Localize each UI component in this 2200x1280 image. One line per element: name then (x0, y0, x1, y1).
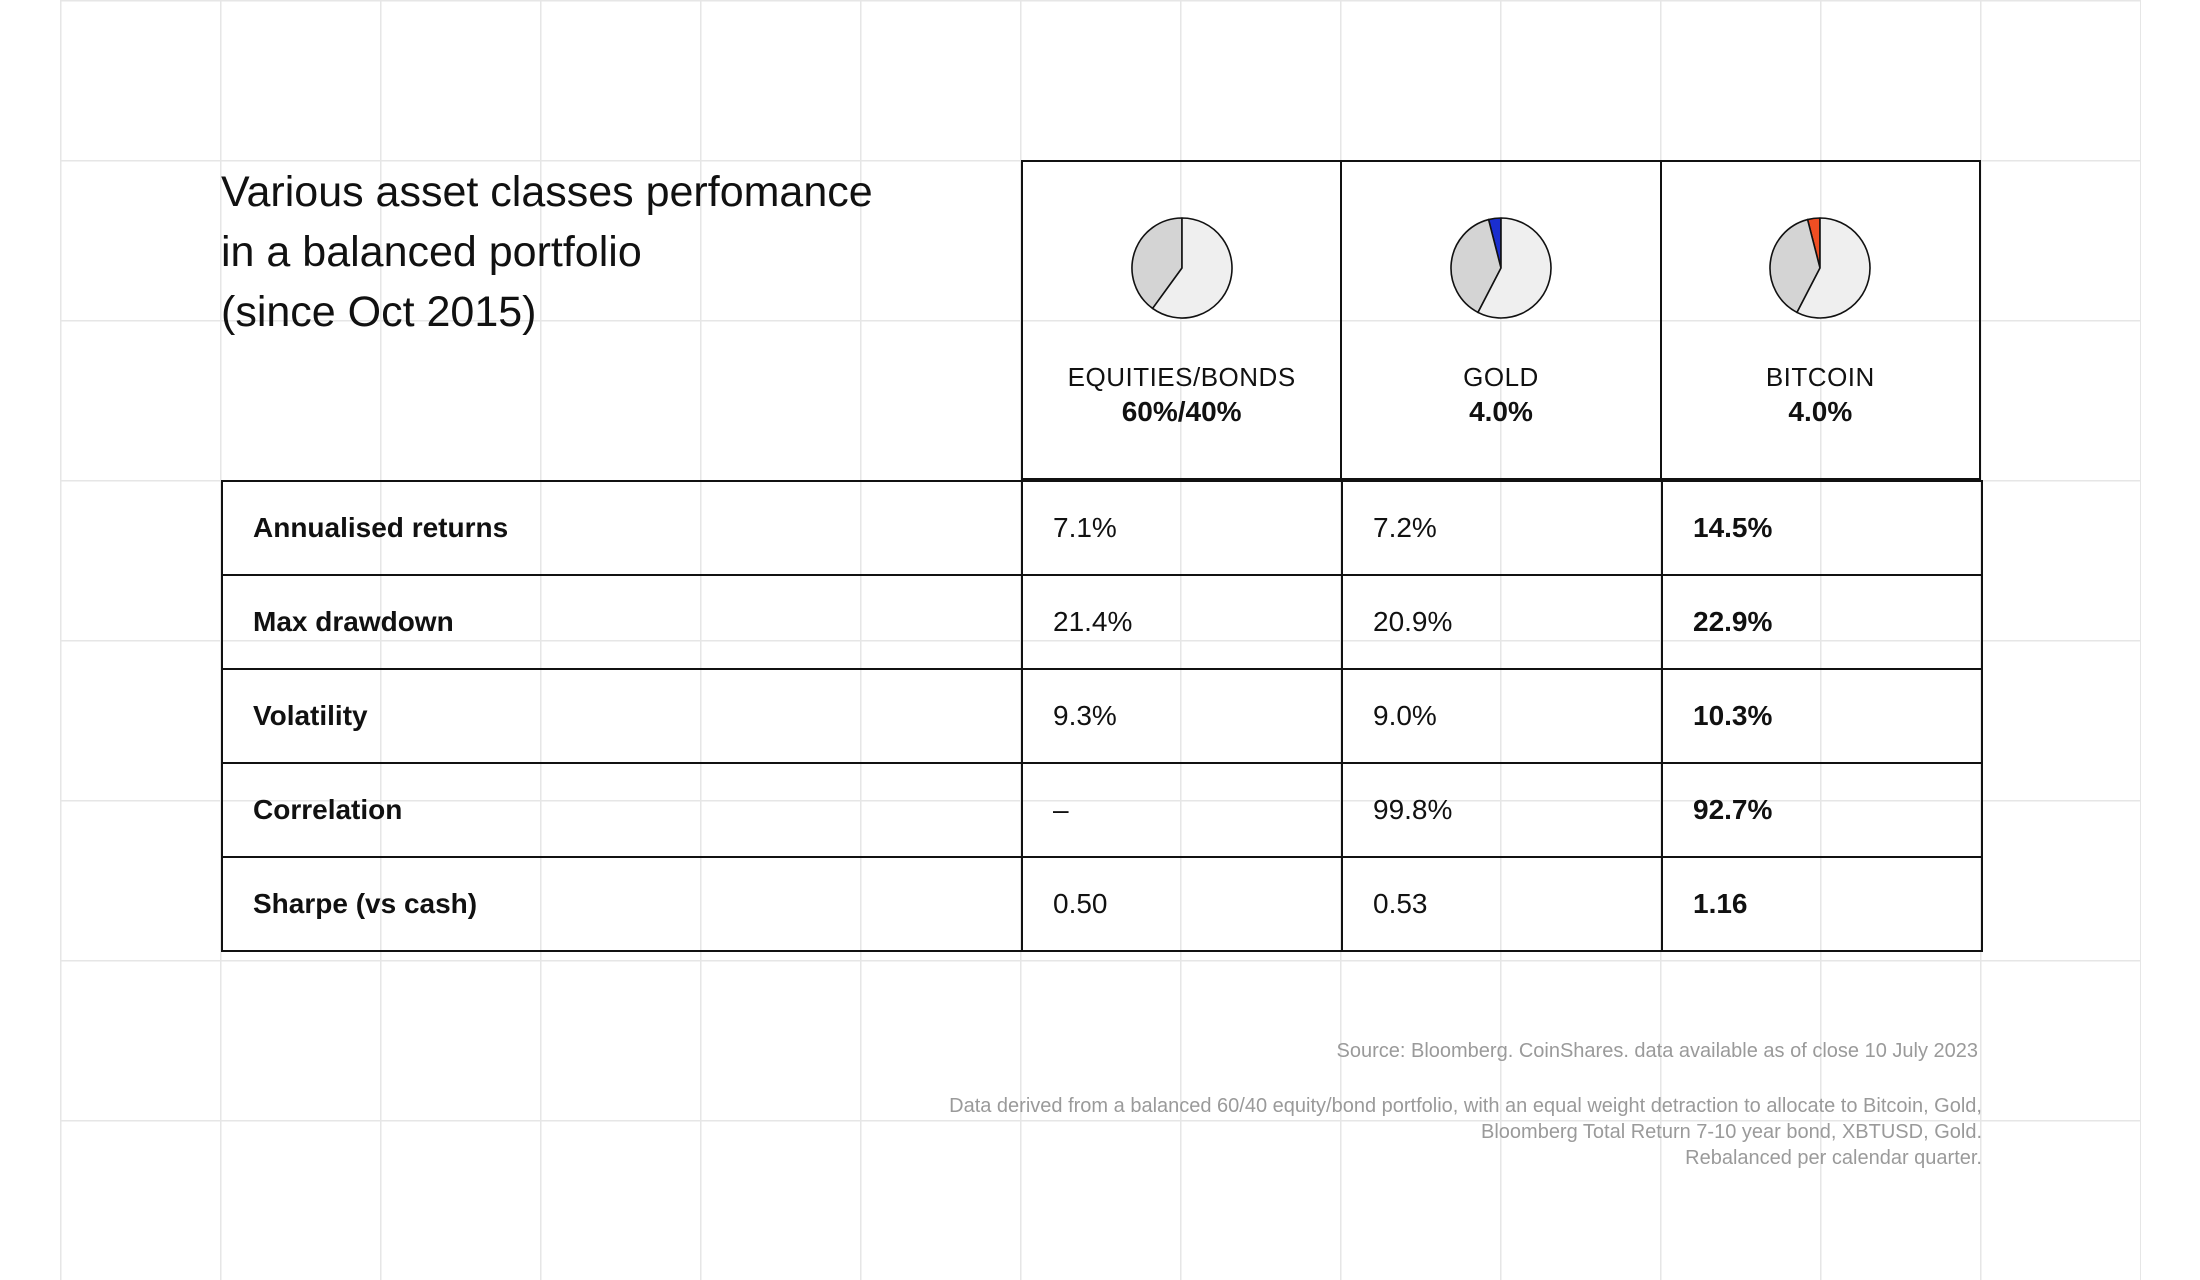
table-cell: 99.8% (1341, 762, 1663, 858)
title-line-2: in a balanced portfolio (221, 228, 642, 276)
column-name: BITCOIN (1765, 362, 1875, 392)
table-cell: 7.1% (1021, 480, 1343, 576)
table-cell: 22.9% (1661, 574, 1983, 670)
column-name: EQUITIES/BONDS (1067, 362, 1296, 392)
column-weight: 60%/40% (1121, 396, 1242, 427)
pie-slice-equities (1151, 217, 1233, 319)
table-row: Volatility 9.3% 9.0% 10.3% (221, 668, 1983, 764)
column-weight: 4.0% (1469, 396, 1533, 427)
row-label: Volatility (221, 668, 1023, 764)
table-cell: 14.5% (1661, 480, 1983, 576)
pie-chart (1130, 217, 1233, 319)
pie-slice-equities (1796, 217, 1872, 319)
methodology-note: Data derived from a balanced 60/40 equit… (949, 1093, 1982, 1171)
note-line-1: Data derived from a balanced 60/40 equit… (949, 1095, 1982, 1117)
row-label: Sharpe (vs cash) (221, 856, 1023, 952)
column-weight: 4.0% (1788, 396, 1853, 427)
column-header-bitcoin: BITCOIN 4.0% (1659, 162, 1979, 478)
table-cell: 9.0% (1341, 668, 1663, 764)
pie-slice-bonds (1130, 217, 1183, 310)
column-header-gold: GOLD 4.0% (1340, 162, 1659, 478)
column-header-box: EQUITIES/BONDS 60%/40% GOLD 4.0% BITCOIN… (1021, 160, 1981, 480)
pie-slice-equities (1477, 217, 1552, 319)
table-cell: 0.53 (1341, 856, 1663, 952)
column-name: GOLD (1463, 362, 1539, 392)
title-line-1: Various asset classes perfomance (221, 168, 873, 216)
row-label: Annualised returns (221, 480, 1023, 576)
table-cell: 1.16 (1661, 856, 1983, 952)
table-cell: 7.2% (1341, 480, 1663, 576)
table-cell: – (1021, 762, 1343, 858)
pie-chart (1769, 217, 1872, 319)
metrics-table: Annualised returns 7.1% 7.2% 14.5% Max d… (221, 480, 1983, 952)
chart-title: Various asset classes perfomance in a ba… (221, 162, 981, 342)
table-row: Sharpe (vs cash) 0.50 0.53 1.16 (221, 856, 1983, 952)
note-line-3: Rebalanced per calendar quarter. (1685, 1147, 1982, 1169)
pie-equities-bonds (1130, 216, 1234, 320)
source-note: Source: Bloomberg. CoinShares. data avai… (1336, 1040, 1979, 1062)
table-cell: 20.9% (1341, 574, 1663, 670)
table-cell: 0.50 (1021, 856, 1343, 952)
table-cell: 9.3% (1021, 668, 1343, 764)
title-line-3: (since Oct 2015) (221, 288, 537, 336)
pie-gold (1449, 216, 1553, 320)
pie-bitcoin (1768, 216, 1872, 320)
pie-slice-bonds (1769, 218, 1822, 314)
row-label: Correlation (221, 762, 1023, 858)
table-row: Correlation – 99.8% 92.7% (221, 762, 1983, 858)
table-row: Max drawdown 21.4% 20.9% 22.9% (221, 574, 1983, 670)
table-cell: 10.3% (1661, 668, 1983, 764)
table-cell: 92.7% (1661, 762, 1983, 858)
pie-chart (1450, 217, 1552, 319)
pie-slice-bonds (1450, 218, 1502, 314)
note-line-2: Bloomberg Total Return 7-10 year bond, X… (1481, 1121, 1982, 1143)
table-row: Annualised returns 7.1% 7.2% 14.5% (221, 480, 1983, 576)
row-label: Max drawdown (221, 574, 1023, 670)
column-header-equities-bonds: EQUITIES/BONDS 60%/40% (1023, 162, 1340, 478)
table-cell: 21.4% (1021, 574, 1343, 670)
